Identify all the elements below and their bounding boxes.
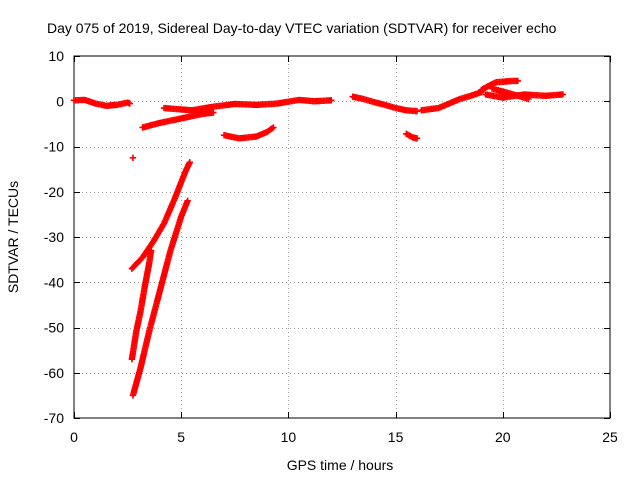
series-arc-4	[128, 247, 155, 363]
series-arc-5	[129, 197, 191, 399]
series-arc-10	[349, 93, 421, 115]
data-point	[559, 91, 567, 98]
x-tick-label: 25	[602, 429, 618, 445]
tick-labels: 0 5 10 15 20 25 10 0 -10 -20 -30 -40 -50 -60 -70	[44, 48, 618, 445]
series-arc-2	[129, 154, 137, 162]
data-point	[268, 125, 276, 132]
series-arc-1	[70, 96, 133, 109]
data-point	[413, 135, 421, 142]
series-arc-15	[488, 85, 532, 103]
x-axis-label: GPS time / hours	[287, 457, 394, 473]
x-tick-label: 20	[495, 429, 511, 445]
tick-layer	[74, 56, 611, 419]
data-point	[210, 109, 217, 116]
data-point	[147, 247, 155, 254]
data-point	[413, 108, 421, 115]
series-arc-6	[139, 109, 217, 131]
data-point	[126, 100, 133, 107]
series-arc-3	[128, 159, 193, 272]
x-tick-label: 15	[388, 429, 404, 445]
y-tick-label: 0	[56, 93, 64, 109]
y-tick-label: -20	[44, 184, 64, 200]
chart-title: Day 075 of 2019, Sidereal Day-to-day VTE…	[47, 20, 557, 36]
data-point	[525, 95, 532, 103]
y-tick-label: -50	[44, 320, 64, 336]
y-tick-label: -30	[44, 229, 64, 245]
series-arc-8	[188, 96, 335, 114]
series-arc-13	[478, 77, 522, 94]
series-arc-12	[418, 89, 485, 114]
y-tick-label: -70	[44, 410, 64, 426]
series-arc-9	[220, 124, 277, 142]
data-markers	[70, 77, 567, 399]
y-tick-label: -60	[44, 365, 64, 381]
data-point	[186, 159, 193, 166]
y-tick-label: 10	[48, 48, 64, 64]
data-point	[328, 97, 335, 104]
data-point	[514, 77, 522, 85]
data-point	[270, 124, 277, 131]
y-tick-label: -10	[44, 139, 64, 155]
data-point	[184, 197, 191, 204]
x-tick-label: 5	[177, 429, 185, 445]
y-tick-label: -40	[44, 274, 64, 290]
grid-layer	[74, 56, 610, 418]
series-arc-11	[403, 130, 421, 142]
data-point	[129, 154, 137, 162]
x-tick-label: 10	[281, 429, 297, 445]
y-axis-label: SDTVAR / TECUs	[5, 181, 21, 293]
x-tick-label: 0	[70, 429, 78, 445]
